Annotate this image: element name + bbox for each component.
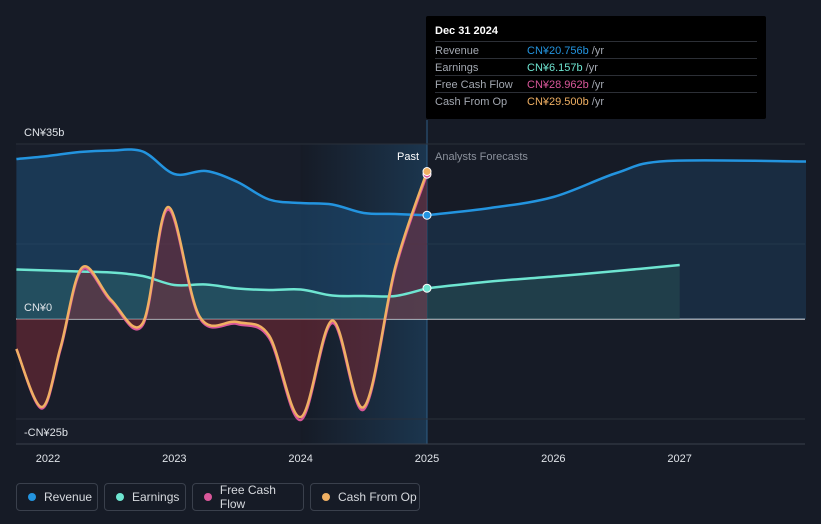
cash-from-op-line xyxy=(15,171,429,419)
tooltip-unit: /yr xyxy=(585,62,598,74)
tooltip-row-free-cash-flow: Free Cash Flow CN¥28.962b/yr xyxy=(435,75,757,93)
legend-item-free-cash-flow[interactable]: Free Cash Flow xyxy=(192,483,304,511)
x-tick-label: 2022 xyxy=(36,453,60,465)
earnings-past-line xyxy=(16,268,428,298)
y-tick-label: CN¥35b xyxy=(24,127,64,139)
x-tick-label: 2027 xyxy=(667,453,691,465)
x-tick-label: 2025 xyxy=(415,453,439,465)
tooltip-row-cash-from-op: Cash From Op CN¥29.500b/yr xyxy=(435,92,757,110)
legend-label: Free Cash Flow xyxy=(219,483,276,511)
x-tick-label: 2026 xyxy=(541,453,565,465)
earnings-forecast-line xyxy=(426,263,680,290)
tooltip-unit: /yr xyxy=(591,79,605,91)
tooltip: Dec 31 2024 Revenue CN¥20.756b/yr Earnin… xyxy=(426,16,766,119)
revenue-past-line xyxy=(16,148,428,217)
tooltip-label: Earnings xyxy=(435,62,479,74)
free-cash-flow-legend-dot-icon xyxy=(204,493,212,501)
revenue-forecast-line xyxy=(426,159,807,217)
cash-from-op-legend-dot-icon xyxy=(322,493,330,501)
tooltip-value: CN¥28.962b/yr xyxy=(527,79,604,91)
legend-label: Revenue xyxy=(44,490,93,504)
cash-from-op-marker xyxy=(422,167,432,176)
y-tick-label: CN¥0 xyxy=(24,302,52,314)
legend-item-cash-from-op[interactable]: Cash From Op xyxy=(310,483,420,511)
legend-label: Cash From Op xyxy=(338,490,417,504)
legend-label: Earnings xyxy=(132,490,180,504)
earnings-past-area xyxy=(16,269,428,319)
tooltip-value-text: CN¥29.500b xyxy=(527,96,589,108)
tooltip-value-text: CN¥6.157b xyxy=(527,62,583,74)
past-label: Past xyxy=(397,151,419,163)
tooltip-label: Cash From Op xyxy=(435,96,508,108)
tooltip-value-text: CN¥20.756b xyxy=(527,45,589,57)
revenue-legend-dot-icon xyxy=(28,493,36,501)
tooltip-value-text: CN¥28.962b xyxy=(527,79,589,91)
y-tick-label: -CN¥25b xyxy=(24,427,68,439)
tooltip-label: Revenue xyxy=(435,45,480,57)
tooltip-unit: /yr xyxy=(591,96,605,108)
legend-item-earnings[interactable]: Earnings xyxy=(104,483,186,511)
tooltip-date: Dec 31 2024 xyxy=(435,25,498,37)
tooltip-row-earnings: Earnings CN¥6.157b/yr xyxy=(435,58,757,76)
tooltip-row-revenue: Revenue CN¥20.756b/yr xyxy=(435,41,757,59)
earnings-legend-dot-icon xyxy=(116,493,124,501)
x-tick-label: 2024 xyxy=(288,453,312,465)
revenue-marker xyxy=(422,210,432,220)
tooltip-value: CN¥6.157b/yr xyxy=(527,62,598,74)
tooltip-value: CN¥29.500b/yr xyxy=(527,96,604,108)
tooltip-unit: /yr xyxy=(591,45,605,57)
revenue-past-area xyxy=(16,149,428,319)
tooltip-label: Free Cash Flow xyxy=(435,79,513,91)
legend-item-revenue[interactable]: Revenue xyxy=(16,483,98,511)
tooltip-value: CN¥20.756b/yr xyxy=(527,45,604,57)
forecast-label: Analysts Forecasts xyxy=(435,151,528,163)
x-tick-label: 2023 xyxy=(162,453,186,465)
earnings-marker xyxy=(422,283,432,293)
earnings-forecast-area xyxy=(427,265,680,319)
cash-from-op-area xyxy=(16,171,428,418)
